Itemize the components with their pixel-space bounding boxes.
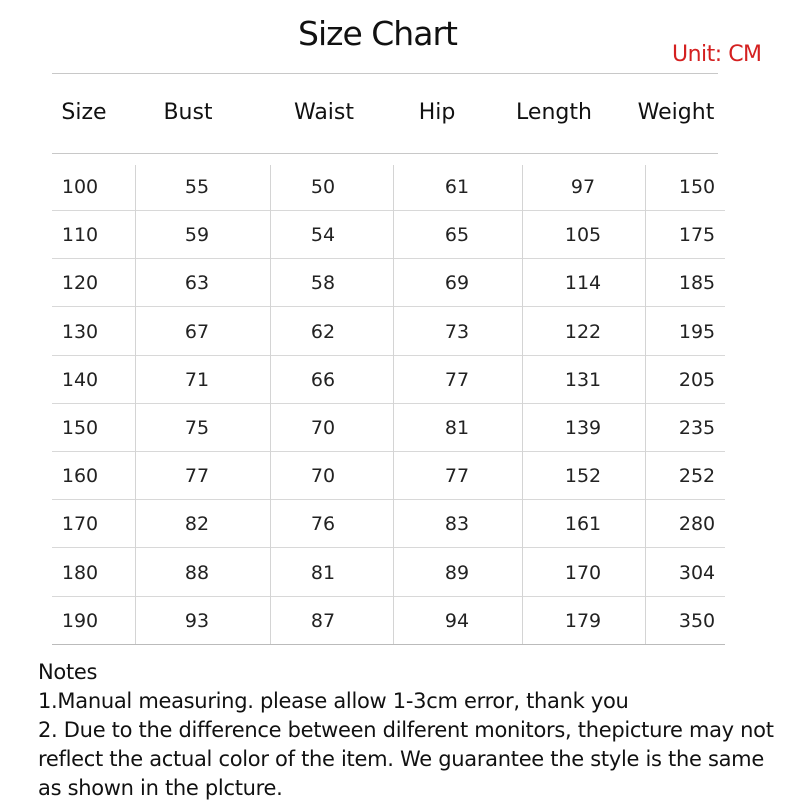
table-cell: 61: [444, 176, 470, 198]
table-cell: 63: [184, 272, 210, 295]
row-divider: [52, 451, 725, 452]
table-cell: 170: [61, 513, 99, 536]
table-cell: 150: [678, 176, 716, 198]
notes: Notes 1.Manual measuring. please allow 1…: [38, 658, 783, 800]
table-cell: 82: [184, 513, 210, 536]
unit-label: Unit: CM: [672, 42, 762, 67]
row-divider: [52, 306, 725, 308]
rule: [52, 153, 718, 154]
column-header: Weight: [637, 100, 715, 125]
column-header: Length: [516, 100, 592, 125]
table-cell: 70: [310, 417, 336, 439]
table-cell: 160: [61, 465, 99, 488]
column-header: Waist: [293, 100, 355, 125]
table-cell: 120: [61, 272, 99, 295]
table-cell: 139: [564, 417, 602, 439]
table-cell: 114: [564, 272, 602, 295]
note: 2. Due to the difference between dilfere…: [38, 718, 774, 800]
table-cell: 94: [444, 609, 470, 632]
row-divider: [52, 258, 725, 260]
row-divider: [52, 354, 725, 356]
table-cell: 131: [564, 368, 602, 391]
row-divider: [52, 210, 725, 211]
table-cell: 76: [310, 513, 336, 536]
table-cell: 304: [678, 561, 716, 584]
row-divider: [52, 547, 725, 549]
table-cell: 50: [310, 176, 336, 198]
table-cell: 83: [444, 513, 470, 536]
table-cell: 105: [564, 224, 602, 247]
table-cell: 58: [310, 272, 336, 295]
table-cell: 205: [678, 368, 716, 391]
column-header: Bust: [163, 100, 213, 125]
table-cell: 252: [678, 465, 716, 488]
table-cell: 195: [678, 320, 716, 343]
table-cell: 55: [184, 176, 210, 198]
table-cell: 77: [444, 368, 470, 391]
table-cell: 175: [678, 224, 716, 247]
rule: [52, 73, 718, 74]
table-cell: 97: [570, 176, 596, 198]
table-cell: 110: [61, 224, 99, 247]
column-header: Hip: [418, 100, 456, 125]
row-divider: [52, 499, 725, 501]
table-cell: 54: [310, 224, 336, 247]
title: Size Chart: [298, 14, 458, 53]
row-divider: [52, 402, 725, 404]
table-cell: 62: [310, 320, 336, 343]
column-divider: [135, 165, 136, 644]
table-cell: 71: [184, 368, 210, 391]
table-cell: 89: [444, 561, 470, 584]
table-cell: 66: [310, 368, 336, 391]
table-cell: 190: [61, 609, 99, 632]
column-divider: [522, 165, 523, 644]
table-cell: 130: [61, 320, 99, 343]
note: 1.Manual measuring. please allow 1-3cm e…: [38, 689, 629, 713]
table-cell: 152: [564, 465, 602, 488]
table-cell: 170: [564, 561, 602, 584]
column-divider: [393, 165, 394, 644]
table-cell: 140: [61, 368, 99, 391]
table-cell: 100: [61, 176, 99, 198]
table-cell: 180: [61, 561, 99, 584]
table-cell: 87: [310, 609, 336, 632]
column-header: Size: [61, 100, 107, 125]
table-cell: 75: [184, 417, 210, 439]
table-cell: 280: [678, 513, 716, 536]
table-cell: 179: [564, 609, 602, 632]
table-cell: 150: [61, 417, 99, 439]
table-cell: 350: [678, 609, 716, 632]
table-cell: 161: [564, 513, 602, 536]
column-divider: [270, 165, 271, 644]
table-cell: 73: [444, 320, 470, 343]
table-cell: 235: [678, 417, 716, 439]
table-cell: 185: [678, 272, 716, 295]
table-cell: 70: [310, 465, 336, 488]
table-cell: 77: [184, 465, 210, 488]
table-cell: 81: [310, 561, 336, 584]
table-cell: 77: [444, 465, 470, 488]
table-cell: 67: [184, 320, 210, 343]
table-cell: 69: [444, 272, 470, 295]
table-cell: 81: [444, 417, 470, 439]
table-cell: 122: [564, 320, 602, 343]
table-cell: 88: [184, 561, 210, 584]
notes-heading: Notes: [38, 660, 98, 684]
table-cell: 65: [444, 224, 470, 247]
row-divider: [52, 595, 725, 597]
column-divider: [645, 165, 646, 644]
rule: [52, 643, 725, 645]
table-cell: 93: [184, 609, 210, 632]
table-cell: 59: [184, 224, 210, 247]
